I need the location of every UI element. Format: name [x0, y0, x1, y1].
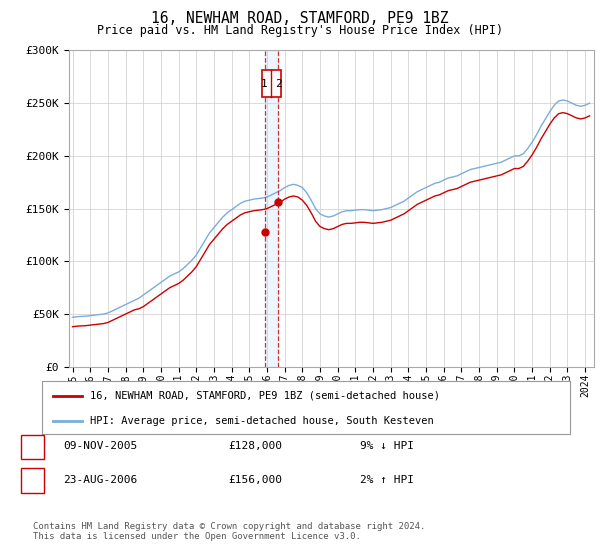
Text: £128,000: £128,000 — [228, 441, 282, 451]
Text: 2% ↑ HPI: 2% ↑ HPI — [360, 475, 414, 485]
Text: Price paid vs. HM Land Registry's House Price Index (HPI): Price paid vs. HM Land Registry's House … — [97, 24, 503, 36]
Text: 1: 1 — [261, 78, 268, 88]
Text: £156,000: £156,000 — [228, 475, 282, 485]
Text: 1: 1 — [29, 441, 36, 451]
Text: 2: 2 — [29, 475, 36, 485]
Text: 2: 2 — [275, 78, 281, 88]
Text: 16, NEWHAM ROAD, STAMFORD, PE9 1BZ: 16, NEWHAM ROAD, STAMFORD, PE9 1BZ — [151, 11, 449, 26]
Text: HPI: Average price, semi-detached house, South Kesteven: HPI: Average price, semi-detached house,… — [89, 416, 433, 426]
Text: Contains HM Land Registry data © Crown copyright and database right 2024.
This d: Contains HM Land Registry data © Crown c… — [33, 522, 425, 542]
Bar — [265, 50, 278, 367]
Bar — [262, 71, 281, 97]
Text: 23-AUG-2006: 23-AUG-2006 — [63, 475, 137, 485]
Text: 09-NOV-2005: 09-NOV-2005 — [63, 441, 137, 451]
Text: 9% ↓ HPI: 9% ↓ HPI — [360, 441, 414, 451]
Text: 16, NEWHAM ROAD, STAMFORD, PE9 1BZ (semi-detached house): 16, NEWHAM ROAD, STAMFORD, PE9 1BZ (semi… — [89, 391, 440, 401]
